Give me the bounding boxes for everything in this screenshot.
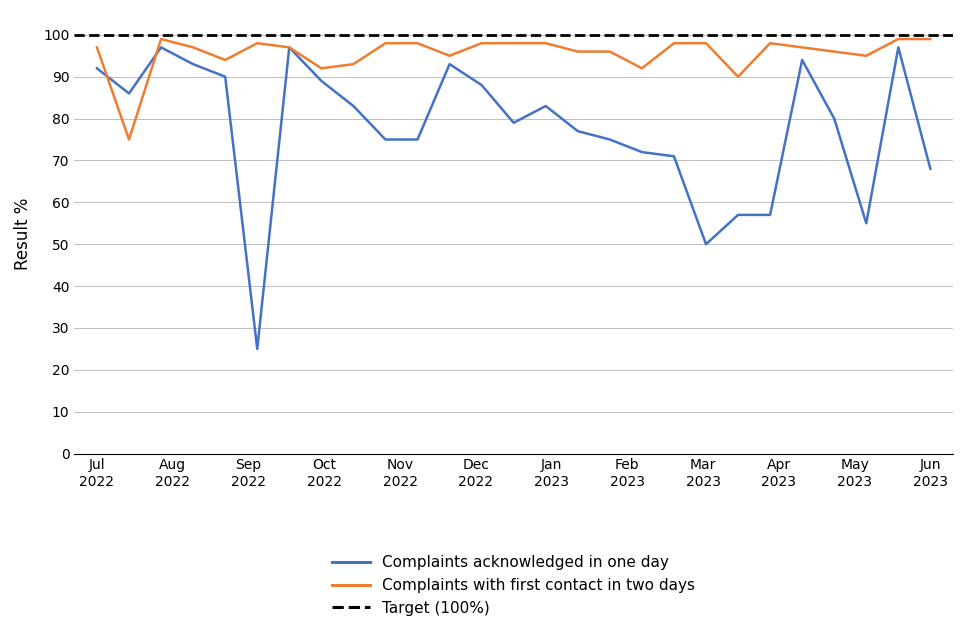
- Y-axis label: Result %: Result %: [14, 198, 32, 270]
- Legend: Complaints acknowledged in one day, Complaints with first contact in two days, T: Complaints acknowledged in one day, Comp…: [326, 549, 701, 622]
